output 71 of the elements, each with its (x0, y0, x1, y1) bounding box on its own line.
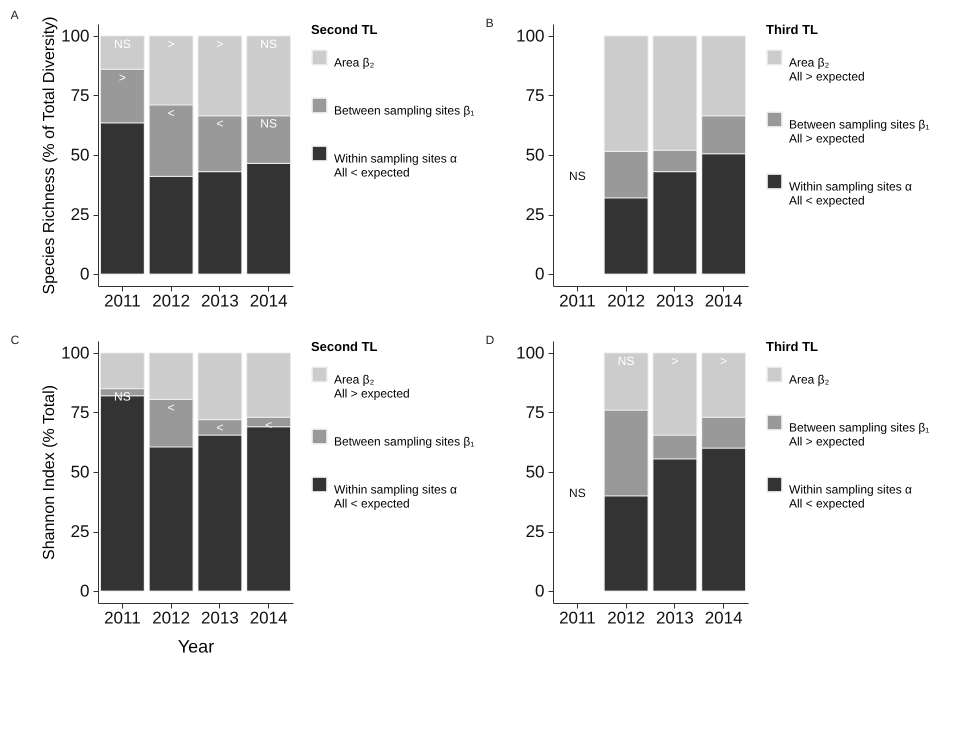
text: Area β₂ All > expected (334, 372, 410, 400)
legend-label: Between sampling sites β₁ (334, 104, 474, 118)
y-tick-label: 100 (516, 343, 544, 362)
x-tick-label: 2014 (250, 292, 288, 310)
y-tick-label: 50 (70, 146, 90, 164)
legend-title: Second TL (311, 22, 378, 37)
y-tick-label: 100 (516, 26, 544, 46)
x-tick-label: 2014 (704, 292, 743, 310)
annotation: > (168, 36, 175, 51)
x-tick-label: 2013 (656, 608, 694, 628)
legend-title: Third TL (766, 339, 818, 354)
x-tick-label: 2014 (704, 608, 743, 628)
y-axis-title: Species Richness (% of Total Diversity) (41, 16, 58, 295)
y-tick-label: 75 (70, 86, 90, 105)
annotation: > (671, 354, 678, 368)
y-tick-label: 75 (526, 86, 544, 105)
chart-title: C (10, 333, 20, 347)
x-tick-label: 2012 (607, 292, 646, 310)
x-tick-label: 2011 (104, 292, 141, 310)
y-tick-label: 75 (70, 402, 90, 422)
annotation: > (720, 354, 728, 368)
annotation: NS (569, 169, 586, 184)
annotation: < (168, 106, 175, 120)
x-tick-label: 2011 (559, 292, 596, 310)
text: Area β₂ (789, 372, 830, 386)
y-tick-label: 75 (526, 402, 544, 422)
y-tick-label: 0 (80, 582, 90, 601)
y-tick-label: 25 (526, 522, 544, 542)
y-axis-title: Shannon Index (% Total) (41, 385, 58, 560)
legend-label: Between sampling sites β₁ All > expected (789, 420, 930, 448)
x-tick-label: 2012 (152, 292, 190, 310)
legend-label: Within sampling sites α All < expected (789, 482, 912, 510)
y-tick-label: 0 (535, 582, 544, 601)
x-tick-label: 2014 (250, 608, 288, 628)
chart-title: D (486, 333, 495, 347)
annotation: NS (260, 116, 277, 131)
x-tick-label: 2013 (200, 292, 239, 310)
legend-label: Within sampling sites α All < expected (789, 180, 912, 208)
y-tick-label: 100 (61, 343, 90, 362)
y-tick-label: 25 (70, 205, 90, 224)
x-tick-label: 2012 (152, 608, 190, 628)
x-tick-label: 2011 (104, 608, 141, 628)
x-tick-label: 2012 (607, 608, 646, 628)
y-tick-label: 25 (70, 522, 90, 542)
y-tick-label: 50 (70, 462, 90, 482)
annotation: > (216, 36, 224, 51)
y-tick-label: 50 (526, 462, 544, 482)
annotation: NS (569, 486, 586, 500)
x-tick-label: 2011 (559, 608, 596, 628)
y-tick-label: 0 (535, 264, 544, 284)
annotation: < (168, 400, 175, 414)
annotation: < (216, 116, 224, 131)
y-tick-label: 25 (526, 205, 544, 224)
legend-label: Area β₂ All > expected (789, 56, 865, 84)
legend-label: Within sampling sites α All < expected (334, 152, 458, 180)
x-axis-title: Year (178, 636, 214, 656)
x-tick-label: 2013 (656, 292, 694, 310)
legend-title: Second TL (311, 339, 378, 354)
legend-label: Area β₂ (334, 56, 375, 70)
annotation: > (118, 70, 126, 84)
annotation: < (216, 420, 224, 435)
legend-label: Between sampling sites β₁ (334, 434, 474, 448)
y-tick-label: 100 (61, 26, 90, 46)
chart-title: B (486, 16, 494, 30)
legend-label: Between sampling sites β₁ All > expected (789, 118, 930, 146)
y-tick-label: 50 (526, 146, 544, 164)
legend-title: Third TL (766, 22, 818, 37)
legend-label: Within sampling sites α All < expected (334, 482, 458, 510)
x-tick-label: 2013 (200, 608, 239, 628)
chart-title: A (10, 8, 19, 22)
y-tick-label: 0 (80, 264, 90, 284)
